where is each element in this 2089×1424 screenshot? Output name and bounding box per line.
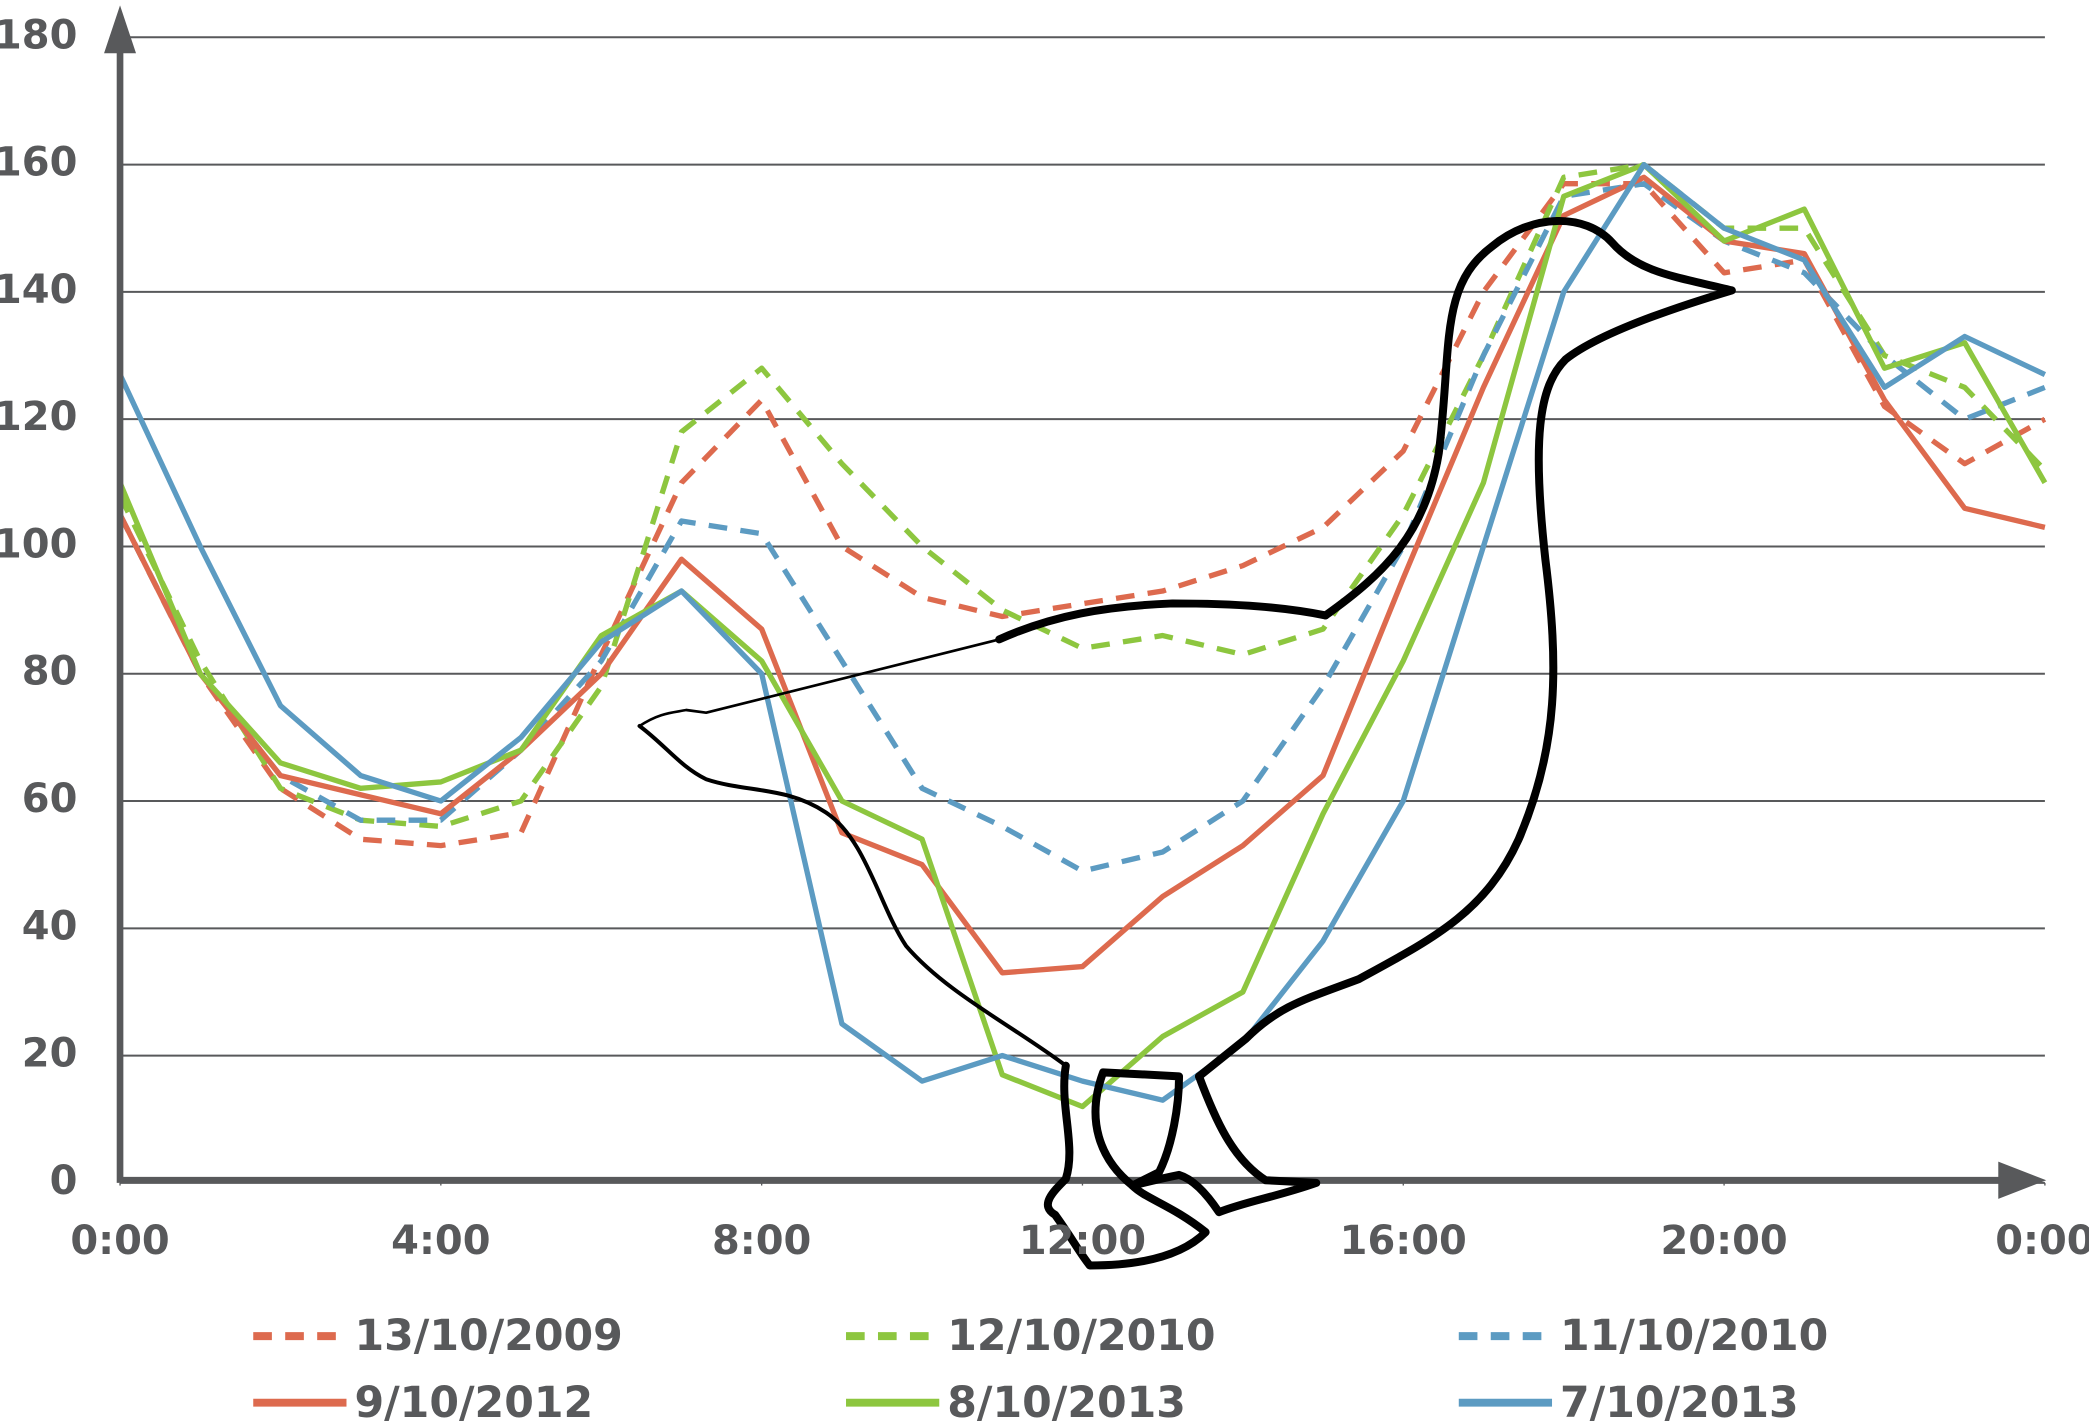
series-line [117, 181, 2046, 874]
goose-beak-top [638, 638, 1001, 728]
y-tick-label: 60 [22, 776, 78, 822]
legend: 13/10/2009 12/10/2010 11/10/2010 9/10/2012 8… [253, 1311, 1828, 1424]
legend-label: 12/10/2010 [947, 1311, 1215, 1361]
series-line [117, 161, 2048, 1110]
tick-labels: 0 20 40 60 80 100 120 140 160 180 0:00 4:00 8:00 12:0… [0, 12, 2089, 1264]
y-tick-label: 140 [0, 267, 77, 313]
legend-label: 13/10/2009 [354, 1311, 622, 1361]
x-tick-label: 0:00 [1995, 1218, 2089, 1264]
goose-belly [637, 723, 1068, 1068]
x-tick-label: 12:00 [1019, 1218, 1146, 1264]
series-line [117, 181, 2047, 849]
y-tick-label: 120 [0, 394, 77, 440]
y-tick-label: 40 [22, 903, 78, 949]
legend-label: 7/10/2013 [1560, 1378, 1799, 1424]
goose-leg-left [1044, 1061, 1210, 1270]
y-tick-label: 180 [0, 12, 77, 58]
x-tick-label: 8:00 [712, 1218, 811, 1264]
y-tick-label: 80 [22, 649, 78, 695]
y-tick-label: 160 [0, 140, 77, 186]
x-axis-arrow [1998, 1161, 2047, 1199]
x-tick-label: 20:00 [1660, 1218, 1787, 1264]
goose-leg-right [1128, 1072, 1321, 1217]
legend-label: 9/10/2012 [354, 1378, 593, 1424]
x-tick-label: 16:00 [1340, 1218, 1467, 1264]
series-line [117, 161, 2047, 830]
plot-lines [117, 161, 2048, 1110]
y-axis-arrow [104, 5, 137, 54]
series-line [117, 161, 2047, 1103]
y-tick-label: 100 [0, 521, 77, 567]
x-tick-label: 0:00 [70, 1218, 169, 1264]
legend-label: 11/10/2010 [1560, 1311, 1828, 1361]
legend-label: 8/10/2013 [947, 1378, 1186, 1424]
goose-drawing [637, 216, 1736, 1270]
series-line [117, 174, 2046, 976]
axes [104, 5, 2047, 1199]
goose-back [995, 599, 1330, 644]
y-tick-label: 0 [50, 1158, 78, 1204]
goose-neck-head [1195, 216, 1736, 1081]
x-tick-label: 4:00 [391, 1218, 490, 1264]
y-tick-label: 20 [22, 1031, 78, 1077]
